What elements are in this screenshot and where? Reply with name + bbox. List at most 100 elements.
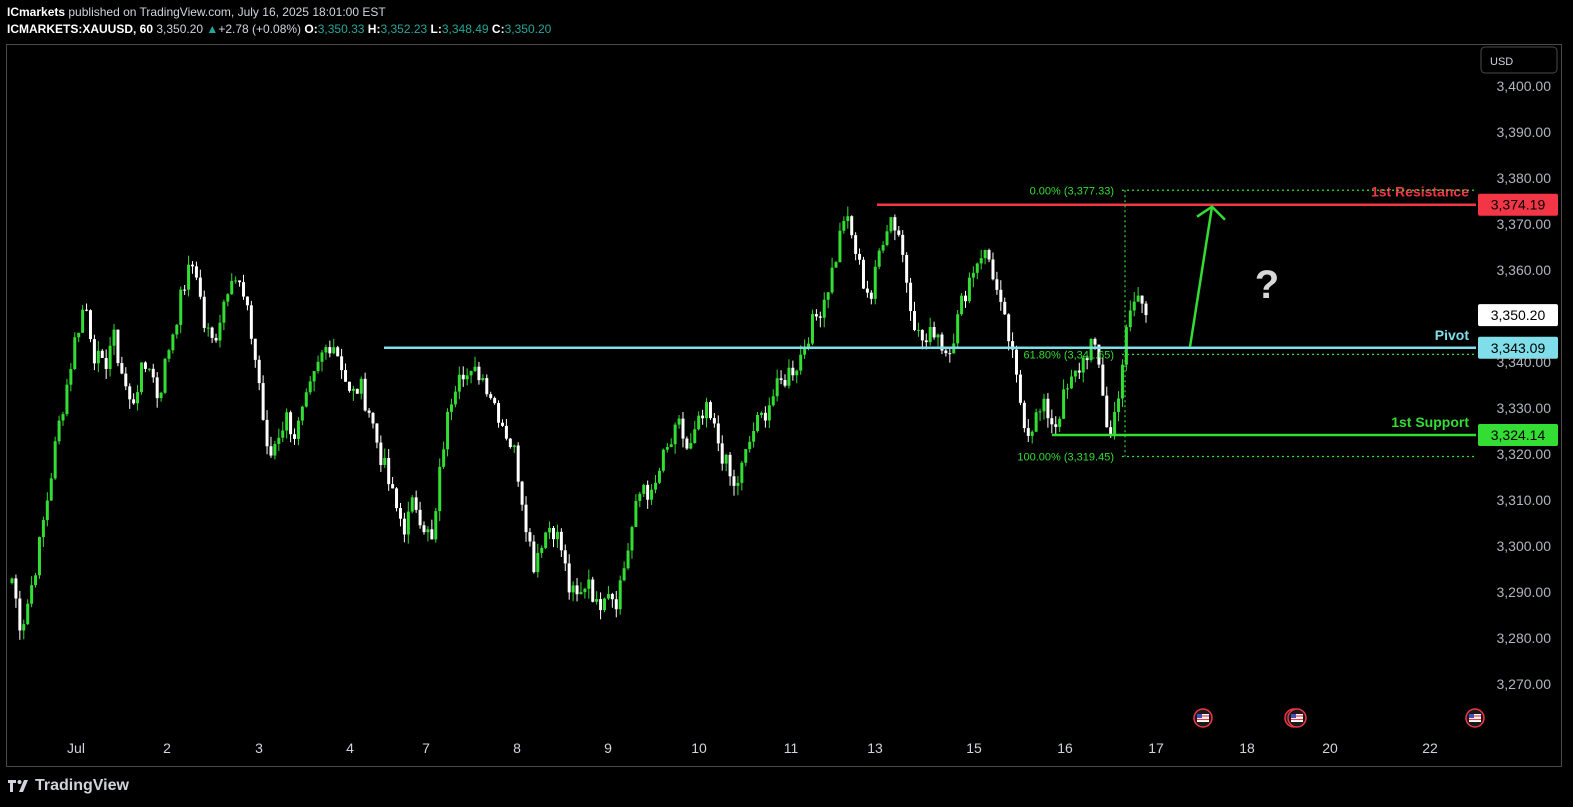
candle-body [673,424,677,445]
level-name-label: 1st Resistance [1371,184,1469,200]
candle-body [81,309,85,333]
candle-body [948,353,952,355]
candle-body [610,594,614,600]
y-tick-label: 3,340.00 [1497,354,1552,370]
tradingview-footer[interactable]: TradingView [7,776,129,796]
candle-body [344,370,348,382]
candle-body [795,370,799,376]
candle-body [453,391,457,405]
candle-body [136,392,140,404]
candle-body [1050,418,1054,425]
candle-body [477,366,481,381]
candle-body [881,244,885,251]
candle-body [889,217,893,232]
candle-body [944,350,948,354]
candles-layer [10,206,1148,640]
candle-body [202,296,206,328]
candle-body [563,550,567,564]
candle-body [402,518,406,535]
chart-frame[interactable] [6,44,1562,767]
candle-body [457,374,461,392]
last-price: 3,350.20 [156,22,204,36]
question-mark-annotation: ? [1255,263,1279,307]
candle-body [638,493,642,501]
candle-body [905,254,909,283]
y-tick-label: 3,360.00 [1497,262,1552,278]
x-tick-label: 7 [422,740,430,756]
candle-body [124,373,128,387]
y-tick-label: 3,390.00 [1497,124,1552,140]
candle-body [1113,411,1117,436]
x-tick-label: 16 [1057,740,1073,756]
candle-body [1030,431,1034,436]
candle-body [277,437,281,444]
candle-body [932,327,936,338]
candle-body [528,532,532,542]
candle-body [544,532,548,548]
candle-body [814,314,818,317]
level-price-label: 3,324.14 [1491,427,1546,443]
candle-body [300,406,304,421]
candle-body [630,527,634,551]
candle-body [108,345,112,369]
footer-brand: TradingView [35,777,129,794]
candle-body [799,354,803,371]
candle-body [1062,389,1066,419]
level-price-badge [1478,193,1558,216]
candle-body [179,289,183,325]
candle-body [693,429,697,444]
candle-body [1054,424,1058,427]
candle-body [1007,314,1011,342]
y-tick-label: 3,290.00 [1497,584,1552,600]
candle-body [245,296,249,306]
candle-body [230,280,234,295]
low-value: 3,348.49 [441,22,489,36]
symbol-label[interactable]: ICMARKETS:XAUUSD, 60 [7,22,154,36]
us-flag-icon [1193,708,1213,728]
candle-body [434,511,438,540]
candle-body [61,414,65,421]
candle-body [187,264,191,290]
x-tick-label: 8 [513,740,521,756]
candle-body [995,279,999,290]
candle-body [336,347,340,357]
candle-body [167,350,171,359]
candle-body [312,371,316,382]
candle-body [371,412,375,424]
candle-body [854,235,858,254]
candle-body [430,529,434,540]
candle-body [171,334,175,351]
last-price-label: 3,350.20 [1491,307,1546,323]
candle-body [340,356,344,371]
candle-body [987,250,991,260]
high-label: H: [367,22,381,36]
time-axis: Jul 2 3 4 7 8 9 10 11 13 15 16 17 18 20 22 [67,708,1485,756]
x-tick-label: 17 [1148,740,1164,756]
candle-body [842,221,846,231]
candle-body [1011,341,1015,350]
y-tick-label: 3,380.00 [1497,170,1552,186]
candle-body [822,299,826,318]
candle-body [328,347,332,354]
candle-body [897,230,901,235]
candle-body [69,369,73,385]
candle-body [406,511,410,535]
candle-body [736,482,740,486]
candle-body [465,375,469,380]
candle-body [449,404,453,412]
price-axis: USD 3,400.00 3,390.00 3,380.00 3,370.00 3,360… [1478,46,1558,692]
publisher-name[interactable]: ICmarkets [7,5,66,19]
x-tick-label: 3 [255,740,263,756]
candle-body [53,441,57,479]
candle-body [912,311,916,331]
candle-body [689,443,693,449]
candle-body [791,367,795,376]
candle-body [979,258,983,264]
candle-body [810,314,814,344]
candle-body [242,282,246,297]
candle-body [1058,418,1062,427]
close-value: 3,350.20 [504,22,552,36]
candle-body [139,362,143,393]
candle-body [296,420,300,439]
